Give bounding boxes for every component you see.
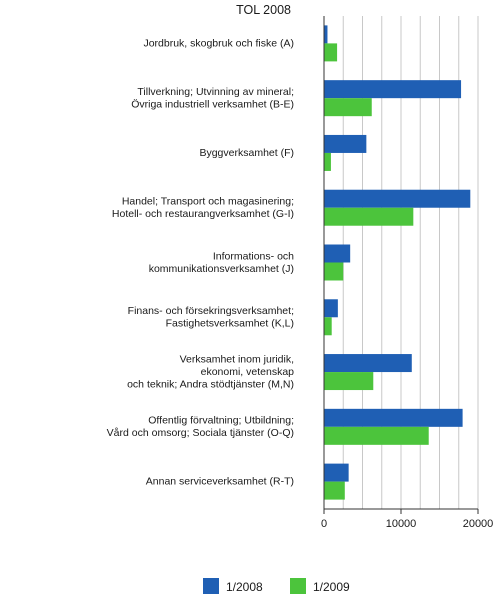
- chart-header: TOL 2008: [236, 3, 291, 17]
- bar-1-2009-2: [324, 152, 331, 171]
- bar-1-2008-8: [324, 463, 349, 482]
- x-axis: 0 10000 20000: [321, 16, 493, 530]
- legend-label-1: 1/2009: [313, 580, 350, 594]
- bar-1-2009-3: [324, 207, 414, 226]
- bar-1-2008-4: [324, 244, 351, 263]
- category-label-3: Handel; Transport och magasinering; Hotel…: [112, 195, 294, 220]
- bar-1-2008-7: [324, 408, 463, 427]
- bar-1-2009-4: [324, 262, 344, 281]
- category-label-7: Offentlig förvaltning; Utbildning; Vård o…: [107, 415, 294, 440]
- bar-1-2008-1: [324, 80, 462, 99]
- category-label-5: Finans- och försekringsverksamhet; Fastig…: [128, 305, 294, 330]
- category-labels: Jordbruk, skogbruk och fiske (A) Tillverk…: [107, 37, 294, 487]
- category-label-4: Informations- och kommunikationsverksamhe…: [149, 250, 294, 275]
- category-label-8: Annan serviceverksamhet (R-T): [146, 476, 294, 488]
- legend: 1/2008 1/2009: [203, 578, 350, 594]
- category-label-2: Byggverksamhet (F): [199, 147, 294, 159]
- bar-1-2008-5: [324, 299, 338, 318]
- category-label-6: Verksamhet inom juridik, ekonomi, vetensk…: [127, 354, 294, 391]
- bar-1-2008-3: [324, 189, 471, 208]
- bar-1-2009-6: [324, 372, 374, 391]
- x-tick-label: 10000: [386, 518, 417, 530]
- legend-label-0: 1/2008: [226, 580, 263, 594]
- bar-1-2009-1: [324, 98, 372, 117]
- legend-swatch-0: [203, 578, 219, 594]
- bar-1-2009-7: [324, 426, 429, 445]
- x-tick-label: 0: [321, 518, 327, 530]
- bar-1-2008-2: [324, 134, 367, 153]
- category-label-1: Tillverkning; Utvinning av mineral; Övrig…: [131, 86, 294, 111]
- bar-1-2009-8: [324, 481, 345, 500]
- legend-swatch-1: [290, 578, 306, 594]
- x-tick-label: 20000: [463, 518, 494, 530]
- bar-1-2008-0: [324, 25, 328, 44]
- bar-1-2009-0: [324, 43, 338, 62]
- category-label-0: Jordbruk, skogbruk och fiske (A): [143, 37, 294, 49]
- bar-1-2008-6: [324, 354, 412, 373]
- bars: [324, 25, 471, 500]
- bar-1-2009-5: [324, 317, 332, 336]
